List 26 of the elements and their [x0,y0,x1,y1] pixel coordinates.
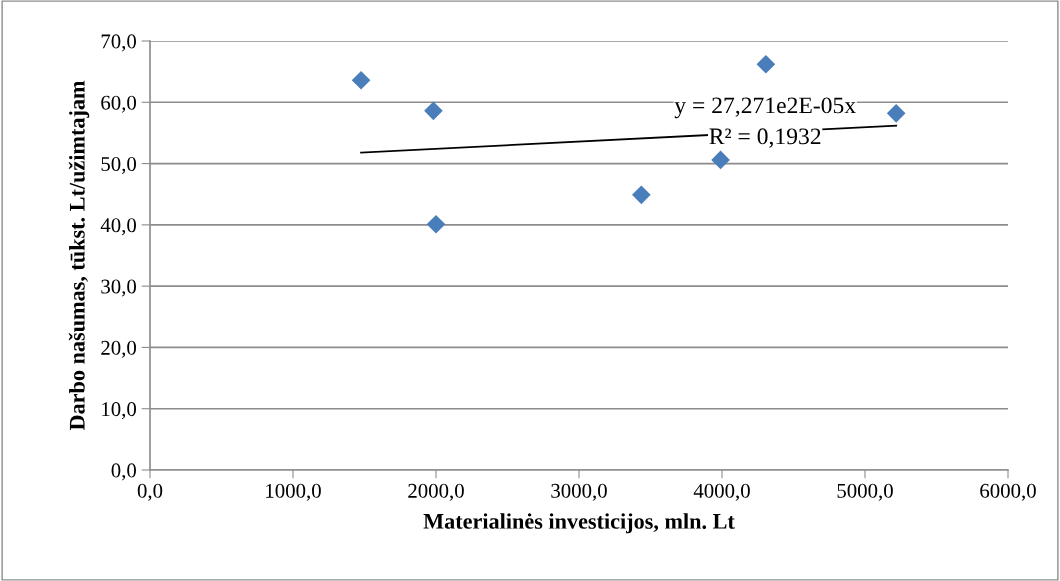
y-tick-label: 0,0 [111,463,137,481]
point [632,185,651,205]
x-axis-title: Materialinės investicijos, mln. Lt [423,513,735,534]
x-tick-label: 0,0 [137,483,163,501]
point [756,54,776,74]
point [886,104,906,123]
point [351,70,371,90]
annotation: R² = 0,1932 [709,128,821,148]
y-tick-label: 60,0 [101,95,137,113]
y-tick-label: 10,0 [102,402,137,420]
y-tick-label: 50,0 [101,156,137,174]
y-axis-title: Darbo našumas, tūkst. Lt/užimtajam [68,80,90,431]
annotation: y = 27,271e2E-05x [674,97,856,119]
y-tick-label: 40,0 [100,218,137,236]
x-tick-label: 2000,0 [408,483,464,501]
point [711,150,730,170]
x-tick-label: 4000,0 [693,483,750,501]
x-tick-label: 5000,0 [837,483,893,501]
y-tick-label: 30,0 [101,279,137,297]
y-tick-label: 70,0 [101,34,137,52]
point [426,214,446,234]
point [424,101,443,121]
y-tick-label: 20,0 [101,340,137,358]
x-tick-label: 1000,0 [266,483,321,501]
x-tick-label: 3000,0 [551,483,607,501]
x-tick-label: 6000,0 [980,483,1036,501]
